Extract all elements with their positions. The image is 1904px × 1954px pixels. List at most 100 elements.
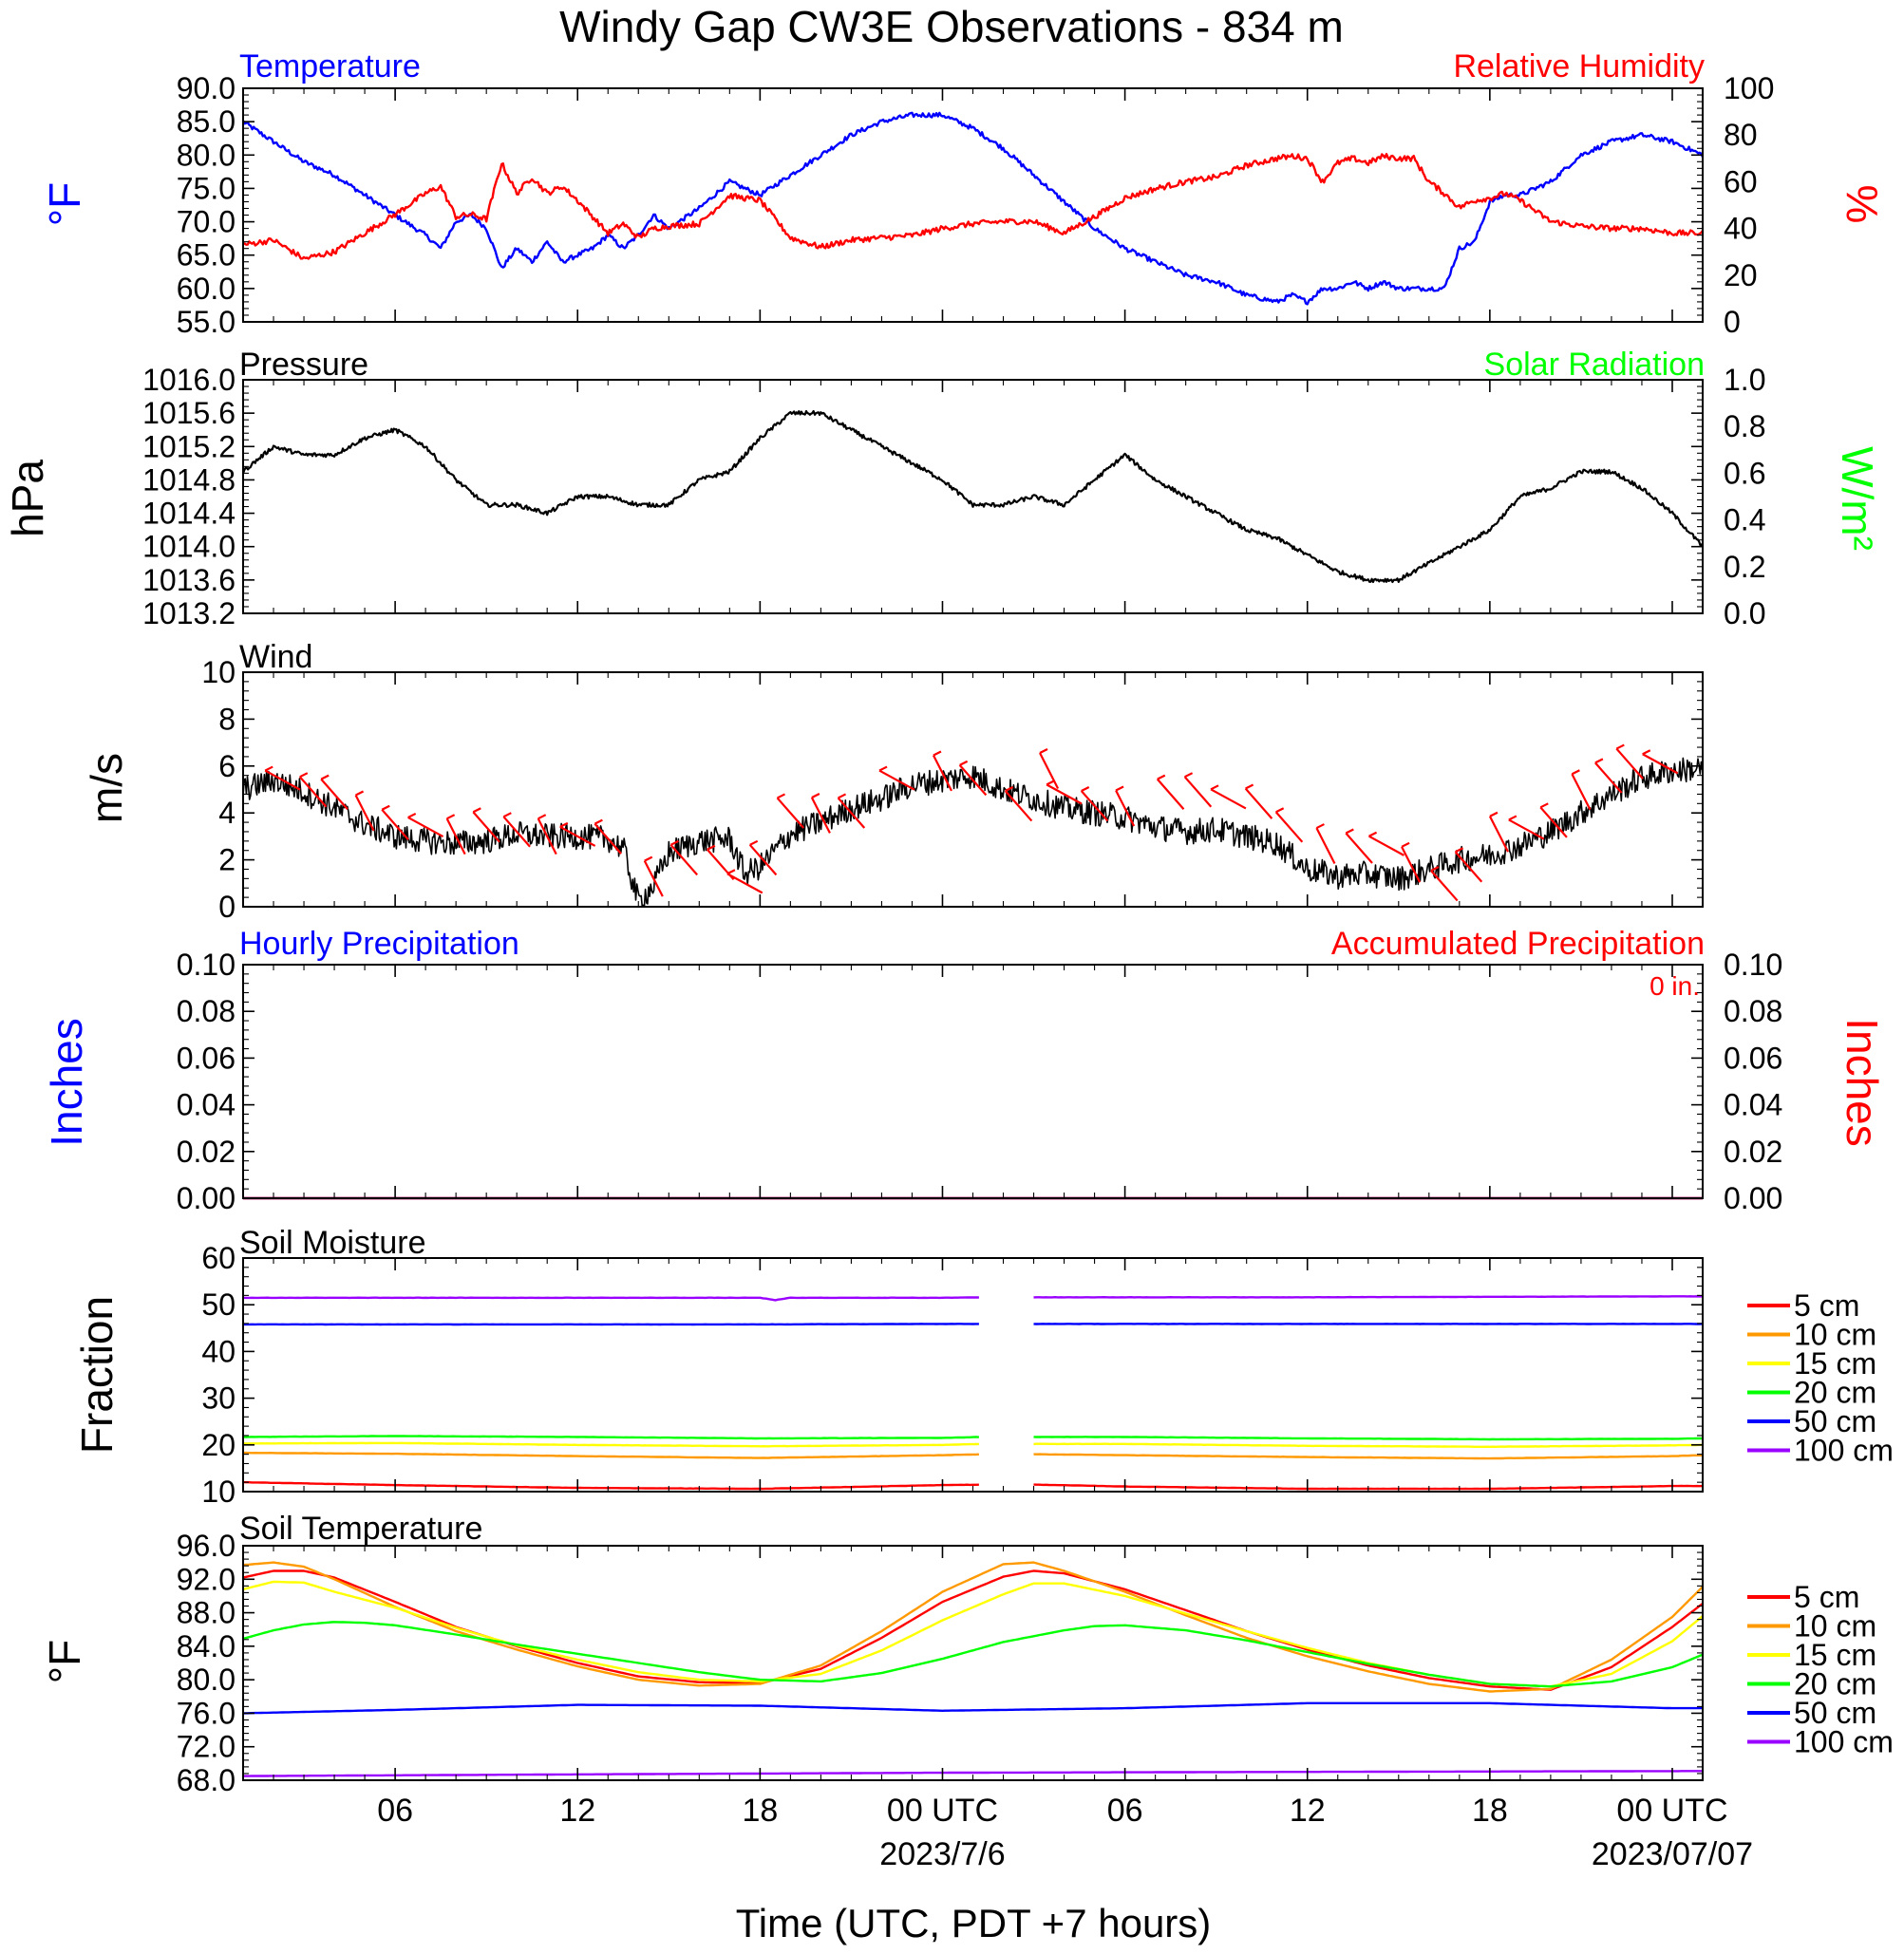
legend-label: 20 cm xyxy=(1794,1667,1876,1701)
wind-barb-flag xyxy=(264,765,273,772)
wind-barb-flag xyxy=(933,750,942,757)
y-tick-label-right: 0.04 xyxy=(1724,1088,1782,1122)
wind-barb-flag xyxy=(1046,780,1055,786)
wind-barb xyxy=(1210,788,1247,810)
legend-label: 5 cm xyxy=(1794,1288,1859,1323)
wind-barb xyxy=(1004,790,1033,822)
wind-barb-flag xyxy=(959,760,969,766)
wind-barb-flag xyxy=(838,793,847,799)
wind-barb-flag xyxy=(1489,811,1499,817)
x-tick-label: 18 xyxy=(1472,1793,1508,1829)
soil-moisture-line xyxy=(1033,1453,1704,1460)
wind-barb xyxy=(1345,832,1373,864)
wind-barb-flag xyxy=(1368,831,1378,837)
y-tick-label-right: 0.6 xyxy=(1724,456,1765,490)
wind-barb-flag xyxy=(1115,785,1124,792)
solar-title: Solar Radiation xyxy=(1484,347,1705,383)
y-tick-label-right: 0.8 xyxy=(1724,409,1765,443)
y-tick-label-right: 0.0 xyxy=(1724,596,1765,630)
wind-barb xyxy=(1594,761,1623,794)
y-tick-label-right: 20 xyxy=(1724,258,1758,292)
wind-barb xyxy=(1615,747,1644,780)
wind-barb xyxy=(1274,811,1304,843)
y-tick-label-left: 4 xyxy=(218,796,236,830)
soil-moisture-title: Soil Moisture xyxy=(239,1225,426,1261)
y-tick-label-left: 1013.6 xyxy=(142,563,236,597)
y-tick-label-right: 0.4 xyxy=(1724,503,1765,537)
legend-label: 15 cm xyxy=(1794,1638,1876,1672)
panel-temperature: Temperature Relative Humidity °F % 90.08… xyxy=(40,48,1887,339)
wind-barb-flag xyxy=(1005,786,1014,792)
wind-barb-flag xyxy=(777,793,786,799)
hourly-precip-title: Hourly Precipitation xyxy=(239,926,519,962)
soil-moisture-line xyxy=(243,1323,979,1326)
wind-barb xyxy=(1430,870,1459,902)
wind-barb-flag xyxy=(355,790,365,797)
y-tick-label-left: 1015.6 xyxy=(142,396,236,430)
y-tick-label-left: 55.0 xyxy=(177,305,236,339)
wind-barb xyxy=(1454,851,1483,883)
wind-barb xyxy=(502,816,531,848)
wind-barb-flag xyxy=(1275,807,1285,814)
y-tick-label-left: 0.00 xyxy=(177,1181,236,1215)
y-tick-label-left: 68.0 xyxy=(177,1763,236,1797)
pressure-plot: 1016.01015.61015.21014.81014.41014.01013… xyxy=(142,363,1765,630)
legend-label: 50 cm xyxy=(1794,1404,1876,1438)
y-tick-label-right: 60 xyxy=(1724,164,1758,198)
wind-barb xyxy=(381,809,409,841)
wind-barb-flag xyxy=(1345,828,1354,835)
precip-plot: 0.10 0.08 0.06 0.04 0.02 0.00 0.10 0.08 0.06 0.04… xyxy=(177,948,1783,1215)
y-tick-label-right: 0 xyxy=(1724,305,1741,339)
legend-label: 10 cm xyxy=(1794,1609,1876,1644)
accum-precip-title: Accumulated Precipitation xyxy=(1331,926,1705,962)
wind-barb xyxy=(1315,827,1336,864)
x-date-label: 2023/07/07 xyxy=(1592,1836,1753,1872)
wind-barb xyxy=(1368,835,1404,856)
wind-speed-line xyxy=(242,757,1704,908)
legend-label: 15 cm xyxy=(1794,1346,1876,1381)
y-tick-label-left: 88.0 xyxy=(177,1596,236,1630)
wind-barb-flag xyxy=(1615,743,1625,750)
wind-barb xyxy=(643,860,664,897)
wind-barb xyxy=(726,873,763,894)
wind-barb xyxy=(537,817,557,855)
soil-temperature-line xyxy=(242,1621,1704,1688)
y-tick-label-left: 0.04 xyxy=(177,1088,236,1122)
wind-barb-flag xyxy=(320,774,330,780)
wind-barb-flag xyxy=(537,814,547,820)
x-tick-label: 12 xyxy=(559,1793,595,1829)
wind-barb-flag xyxy=(1539,802,1549,809)
wind-barb xyxy=(320,778,349,810)
wind-barb-flag xyxy=(1642,749,1651,756)
wind-barb-flag xyxy=(1081,786,1090,792)
wind-barb xyxy=(559,825,596,847)
y-tick-label-left: 1015.2 xyxy=(142,429,236,463)
wind-barb xyxy=(354,794,375,832)
wind-barb xyxy=(776,797,805,829)
y-tick-label-left: 10 xyxy=(201,655,236,689)
wind-barb-flag xyxy=(878,765,888,772)
soil-moisture-line xyxy=(1033,1436,1704,1441)
wind-barb-flag xyxy=(407,812,417,818)
wind-barb xyxy=(1539,806,1568,838)
y-tick-label-right: 80 xyxy=(1724,118,1758,152)
x-date-label: 2023/7/6 xyxy=(879,1836,1005,1872)
wind-barb-flag xyxy=(707,844,716,851)
wind-barb-flag xyxy=(502,812,512,818)
wind-barb xyxy=(810,797,831,834)
legend-label: 5 cm xyxy=(1794,1580,1859,1614)
x-tick-label: 12 xyxy=(1290,1793,1326,1829)
pressure-title: Pressure xyxy=(239,347,368,383)
y-tick-label-right: 0.08 xyxy=(1724,994,1782,1028)
wind-barb xyxy=(1115,790,1136,827)
y-tick-label-left: 0 xyxy=(218,890,236,924)
wind-barb-flag xyxy=(446,814,456,820)
wind-barb-flag xyxy=(749,839,759,846)
soil-moisture-line xyxy=(242,1480,979,1491)
pressure-ylabel: hPa xyxy=(3,460,52,537)
wind-barb-flag xyxy=(726,869,736,875)
wind-barb-flag xyxy=(1571,769,1580,776)
plot-frame xyxy=(242,87,1704,323)
